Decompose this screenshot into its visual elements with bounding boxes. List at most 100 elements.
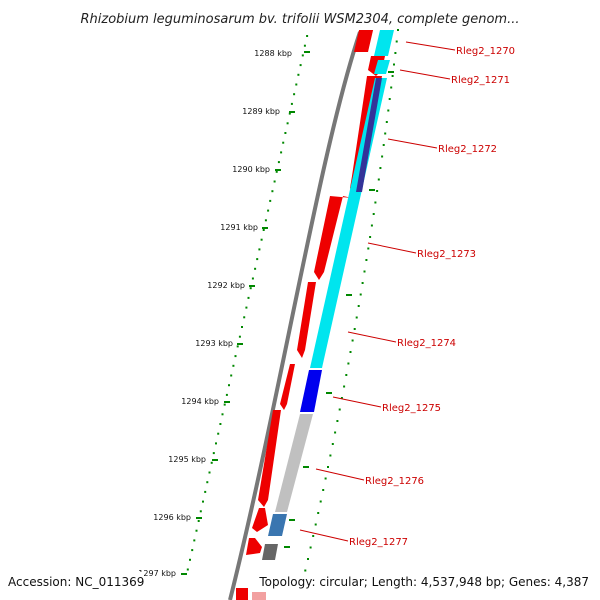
kbp-label-1293: 1293 kbp [195, 339, 233, 348]
gene-label-1274[interactable]: Rleg2_1274 [397, 338, 456, 349]
inner-scale-dot [369, 236, 372, 238]
scale-dot [306, 35, 309, 37]
feature-1271[interactable] [374, 60, 390, 74]
inner-scale-dot [394, 52, 397, 54]
cds-1270[interactable] [353, 30, 374, 52]
scale-dot [197, 520, 200, 522]
scale-dot [288, 112, 291, 115]
inner-scale-dot [349, 351, 352, 353]
inner-scale-dot [329, 454, 332, 457]
gene-label-1270[interactable]: Rleg2_1270 [456, 46, 515, 57]
scale-dot [238, 335, 241, 338]
scale-dot [277, 161, 280, 164]
cds-1278[interactable] [236, 588, 248, 600]
scale-dot [210, 461, 213, 464]
inner-scale-dot [384, 132, 387, 135]
gene-label-1275[interactable]: Rleg2_1275 [382, 403, 441, 414]
cds-1275[interactable] [280, 364, 301, 410]
scale-dot [212, 452, 215, 455]
scale-dot [293, 93, 296, 96]
inner-scale-dot [365, 259, 368, 261]
scale-dot [225, 393, 228, 396]
accession-text: Accession: NC_011369 [8, 575, 144, 589]
scale-dot [299, 64, 302, 67]
scale-dot [269, 199, 272, 202]
scale-dot [195, 529, 198, 532]
leader-1274 [347, 331, 397, 343]
scale-dot [234, 355, 237, 358]
inner-scale-dot [324, 477, 327, 480]
cds-1276b[interactable] [252, 508, 268, 532]
inner-scale-dot [331, 443, 334, 445]
scale-dot [280, 151, 283, 154]
inner-scale-dot [390, 86, 393, 89]
scale-dot [202, 500, 204, 503]
gene-label-1276[interactable]: Rleg2_1276 [365, 476, 424, 487]
inner-scale-dot [309, 546, 312, 549]
footer-right-bg [258, 572, 592, 592]
inner-scale-dot [359, 293, 362, 296]
leader-1272 [387, 138, 438, 149]
scale-dot [236, 345, 239, 348]
feature-1272-1274[interactable] [310, 78, 387, 368]
scale-dot [221, 413, 224, 416]
leader-1270 [405, 41, 456, 51]
gene-label-1271[interactable]: Rleg2_1271 [451, 75, 510, 86]
scale-dot [189, 558, 191, 561]
feature-1276b[interactable] [268, 514, 287, 536]
kbp-scale: 1288 kbp 1289 kbp 1290 kbp 1291 kbp 1292… [138, 49, 310, 578]
inner-scale-dot [367, 247, 370, 250]
inner-scale-dot [372, 213, 375, 215]
cds-1276[interactable] [258, 410, 293, 507]
scale-dot [273, 180, 276, 183]
inner-scale-dot [387, 109, 390, 112]
inner-scale-dot [355, 316, 358, 319]
scale-dot [232, 364, 235, 367]
cds-1274[interactable] [297, 282, 322, 358]
inner-scale-dot [363, 270, 366, 273]
kbp-label-1295: 1295 kbp [168, 455, 206, 464]
scale-dot [208, 471, 211, 474]
feature-1270[interactable] [374, 30, 394, 56]
inner-scale-dot [319, 500, 322, 503]
kbp-label-1296: 1296 kbp [153, 513, 191, 522]
scale-dot [262, 229, 265, 231]
cds-1277[interactable] [246, 538, 262, 555]
feature-1272-overlay[interactable] [356, 78, 382, 192]
feature-1276[interactable] [275, 414, 313, 512]
gene-label-1272[interactable]: Rleg2_1272 [438, 144, 497, 155]
inner-scale-dot [376, 190, 379, 192]
inner-scale-dot [334, 431, 337, 434]
feature-1277[interactable] [262, 544, 278, 560]
scale-dot [297, 73, 300, 76]
gene-label-1273[interactable]: Rleg2_1273 [417, 249, 476, 260]
scale-dot [228, 384, 230, 387]
feature-track [262, 30, 394, 560]
gene-label-1277[interactable]: Rleg2_1277 [349, 537, 408, 548]
cds-1273[interactable] [314, 196, 352, 280]
scale-dot [243, 316, 246, 319]
inner-scale-dot [382, 144, 385, 146]
scale-dot [260, 238, 263, 241]
scale-dot [186, 568, 189, 571]
scale-dot [241, 326, 243, 328]
cds-1279[interactable] [252, 592, 266, 600]
scale-dot [230, 374, 233, 377]
scale-dot [267, 209, 270, 212]
gene-labels: Rleg2_1270 Rleg2_1271 Rleg2_1272 Rleg2_1… [349, 46, 515, 548]
feature-1275[interactable] [300, 370, 322, 412]
inner-scale-dot [385, 121, 388, 123]
scale-dot [264, 219, 267, 222]
scale-dot [219, 423, 222, 425]
scale-dot [303, 44, 306, 47]
inner-scale-dot [314, 523, 317, 526]
scale-dot [217, 432, 220, 435]
inner-scale-dot [353, 328, 356, 330]
inner-scale-dot [393, 63, 395, 66]
scale-dot [295, 83, 298, 86]
leader-1275 [332, 396, 382, 408]
inner-scale-dot [391, 75, 394, 77]
scale-dot [245, 306, 248, 309]
scale-dot [249, 287, 252, 290]
